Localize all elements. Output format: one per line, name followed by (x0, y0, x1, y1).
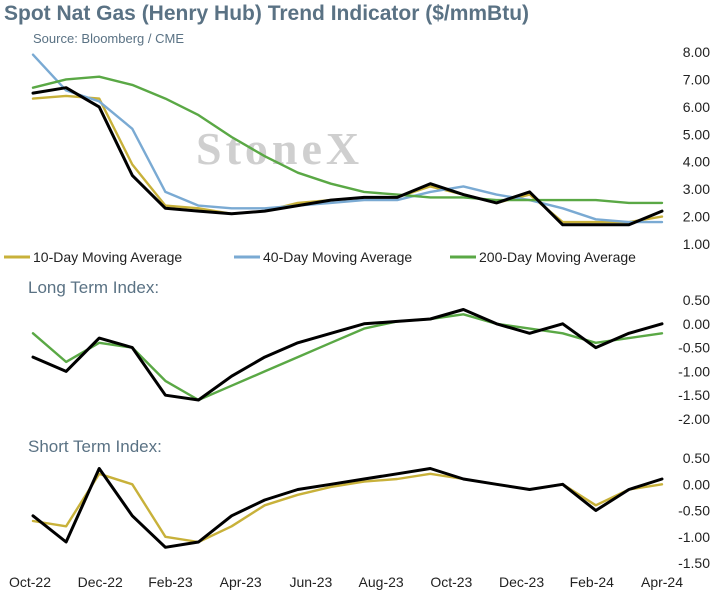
series-line-spot (31, 467, 664, 549)
y-tick-label: 1.00 (683, 236, 710, 252)
y-tick-label: -1.50 (678, 555, 710, 571)
y-tick-label: 0.50 (683, 292, 710, 308)
y-tick-label: 5.00 (683, 126, 710, 142)
series-line-ma200 (31, 75, 664, 205)
price-panel: 8.00 7.00 6.00 5.00 4.00 3.00 2.00 1.00 (31, 44, 710, 252)
x-tick-label: Apr-23 (220, 574, 262, 590)
legend-item-ma40: 40-Day Moving Average (234, 249, 412, 265)
x-tick-label: Dec-22 (78, 574, 123, 590)
x-tick-label: Aug-23 (359, 574, 404, 590)
long-term-panel: 0.50 0.00 -0.50 -1.00 -1.50 -2.00 (31, 292, 710, 427)
y-tick-label: 7.00 (683, 71, 710, 87)
series-line-spot (31, 308, 664, 402)
y-tick-label: 6.00 (683, 99, 710, 115)
y-tick-label: -0.50 (678, 340, 710, 356)
y-tick-label: 3.00 (683, 181, 710, 197)
x-tick-label: Oct-23 (430, 574, 472, 590)
y-tick-label: 0.00 (683, 476, 710, 492)
y-tick-label: -1.50 (678, 387, 710, 403)
y-tick-label: 0.50 (683, 450, 710, 466)
series-line-spot (31, 86, 664, 227)
long-term-index-title: Long Term Index: (28, 278, 160, 297)
legend-label: 200-Day Moving Average (479, 249, 636, 265)
x-tick-label: Jun-23 (289, 574, 332, 590)
y-tick-label: 4.00 (683, 154, 710, 170)
short-term-panel: 0.50 0.00 -0.50 -1.00 -1.50 (31, 450, 710, 571)
legend-label: 10-Day Moving Average (33, 249, 182, 265)
chart-title: Spot Nat Gas (Henry Hub) Trend Indicator… (4, 2, 530, 25)
y-tick-label: -2.00 (678, 411, 710, 427)
series-line-ma40 (31, 53, 664, 224)
y-tick-label: -1.00 (678, 529, 710, 545)
x-tick-label: Feb-23 (148, 574, 193, 590)
x-tick-label: Dec-23 (499, 574, 544, 590)
legend-item-ma10: 10-Day Moving Average (4, 249, 182, 265)
x-tick-label: Feb-24 (570, 574, 615, 590)
legend-label: 40-Day Moving Average (263, 249, 412, 265)
y-tick-label: -0.50 (678, 503, 710, 519)
y-tick-label: 2.00 (683, 209, 710, 225)
y-tick-label: 8.00 (683, 44, 710, 60)
source-note: Source: Bloomberg / CME (33, 31, 185, 46)
x-tick-label: Apr-24 (641, 574, 683, 590)
y-tick-label: -1.00 (678, 363, 710, 379)
short-term-index-title: Short Term Index: (28, 437, 162, 456)
legend-item-ma200: 200-Day Moving Average (450, 249, 636, 265)
x-tick-label: Oct-22 (9, 574, 51, 590)
y-tick-label: 0.00 (683, 316, 710, 332)
